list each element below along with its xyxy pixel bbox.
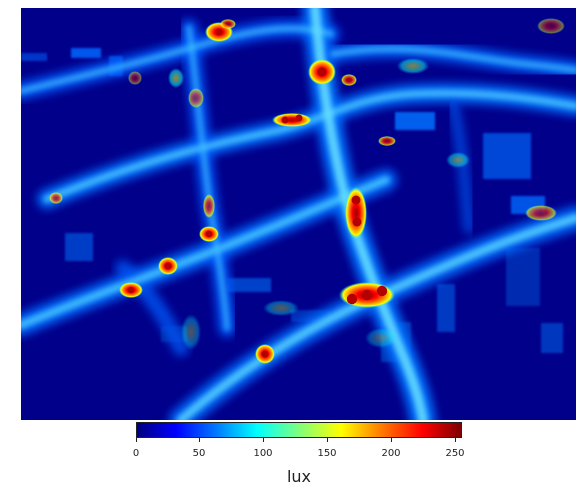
hot-core xyxy=(127,28,388,358)
lux-heatmap xyxy=(21,8,576,420)
colorbar-tick-label: 100 xyxy=(253,448,273,459)
street-light-map xyxy=(21,8,576,420)
colorbar-gradient xyxy=(136,422,462,438)
colorbar-tick xyxy=(199,438,200,442)
road-core xyxy=(21,8,576,420)
colorbar-tick-label: 50 xyxy=(192,448,206,459)
colorbar-tick xyxy=(263,438,264,442)
hotspot-mid-road xyxy=(272,113,312,127)
colorbar-tick xyxy=(327,438,328,442)
colorbar-tick xyxy=(391,438,392,442)
hotspot-central-column xyxy=(345,187,367,239)
colorbar-tick-label: 250 xyxy=(445,448,465,459)
colorbar-tick-label: 0 xyxy=(132,448,140,459)
colorbar-tick-label: 150 xyxy=(317,448,337,459)
colorbar-unit-label: lux xyxy=(286,467,312,486)
colorbar-tick-label: 200 xyxy=(381,448,401,459)
colorbar-tick xyxy=(455,438,456,442)
colorbar-tick xyxy=(136,438,137,442)
colorbar xyxy=(136,422,462,438)
